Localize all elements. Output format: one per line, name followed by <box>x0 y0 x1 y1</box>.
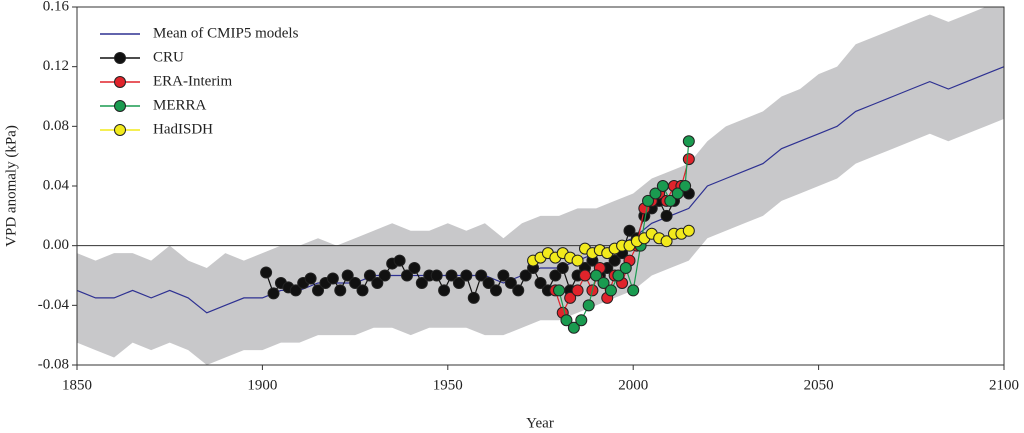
data-point <box>649 187 662 200</box>
data-point <box>642 194 655 207</box>
data-point <box>393 254 406 267</box>
data-point <box>349 276 362 289</box>
data-point <box>590 269 603 282</box>
x-tick-label: 2100 <box>989 377 1019 393</box>
y-tick-label: 0.00 <box>43 237 69 253</box>
data-point <box>312 284 325 297</box>
legend-label: CRU <box>153 49 184 65</box>
model-range-band <box>77 7 1004 365</box>
data-point <box>482 276 495 289</box>
data-point <box>371 276 384 289</box>
data-point <box>664 194 677 207</box>
data-point <box>660 209 673 222</box>
data-point <box>571 284 584 297</box>
legend-label: HadISDH <box>153 121 213 137</box>
y-tick-label: 0.08 <box>43 118 69 134</box>
data-point <box>401 269 414 282</box>
data-point <box>564 291 577 304</box>
data-point <box>571 254 584 267</box>
data-point <box>612 269 625 282</box>
y-tick-label: 0.16 <box>43 0 70 14</box>
data-point <box>504 276 517 289</box>
data-point <box>497 269 510 282</box>
data-point <box>627 284 640 297</box>
data-point <box>378 269 391 282</box>
data-point <box>438 284 451 297</box>
data-point <box>578 269 591 282</box>
data-point <box>534 276 547 289</box>
x-tick-label: 1900 <box>247 377 277 393</box>
legend-label: ERA-Interim <box>153 73 232 89</box>
legend-marker <box>114 124 126 136</box>
data-point <box>445 269 458 282</box>
legend: Mean of CMIP5 models CRU ERA-Interim MERRA H… <box>100 25 299 137</box>
data-point <box>660 235 673 248</box>
data-point <box>267 287 280 300</box>
legend-marker <box>114 76 126 88</box>
data-point <box>334 284 347 297</box>
data-point <box>582 299 595 312</box>
data-point <box>467 291 480 304</box>
x-axis-label: Year <box>526 415 554 431</box>
data-point <box>512 284 525 297</box>
y-tick-label: 0.12 <box>43 58 69 74</box>
data-point <box>556 262 569 275</box>
data-point <box>553 284 566 297</box>
data-point <box>656 180 669 192</box>
data-point <box>682 224 695 237</box>
data-point <box>356 284 369 297</box>
data-point <box>260 266 273 279</box>
data-point <box>415 276 428 289</box>
data-point <box>679 180 692 192</box>
legend-marker <box>114 52 126 64</box>
y-axis-label: VPD anomaly (kPa) <box>3 125 19 247</box>
x-tick-label: 2050 <box>804 377 834 393</box>
y-tick-label: -0.04 <box>38 297 70 313</box>
data-point <box>560 314 573 327</box>
data-point <box>671 187 684 200</box>
x-tick-label: 1850 <box>62 377 92 393</box>
data-point <box>304 272 317 285</box>
data-point <box>567 321 580 334</box>
data-point <box>623 224 636 237</box>
data-point <box>575 314 588 327</box>
data-point <box>326 272 339 285</box>
data-point <box>604 284 617 297</box>
data-point <box>597 276 610 289</box>
data-point <box>608 254 621 267</box>
data-point <box>408 262 421 275</box>
data-point <box>452 276 465 289</box>
x-tick-label: 1950 <box>433 377 463 393</box>
legend-marker <box>114 100 126 112</box>
legend-label: MERRA <box>153 97 207 113</box>
x-tick-label: 2000 <box>618 377 648 393</box>
data-point <box>289 284 302 297</box>
data-point <box>682 135 695 148</box>
data-point <box>460 269 473 282</box>
data-point <box>430 269 443 282</box>
data-point <box>619 262 632 275</box>
legend-label: Mean of CMIP5 models <box>153 25 299 41</box>
data-point <box>490 284 503 297</box>
data-point <box>341 269 354 282</box>
series-line <box>76 66 1005 314</box>
data-point <box>682 153 695 166</box>
data-point <box>475 269 488 282</box>
y-tick-label: 0.04 <box>43 177 70 193</box>
data-point <box>519 269 532 282</box>
data-point <box>363 269 376 282</box>
y-tick-label: -0.08 <box>38 356 69 372</box>
data-point <box>549 269 562 282</box>
